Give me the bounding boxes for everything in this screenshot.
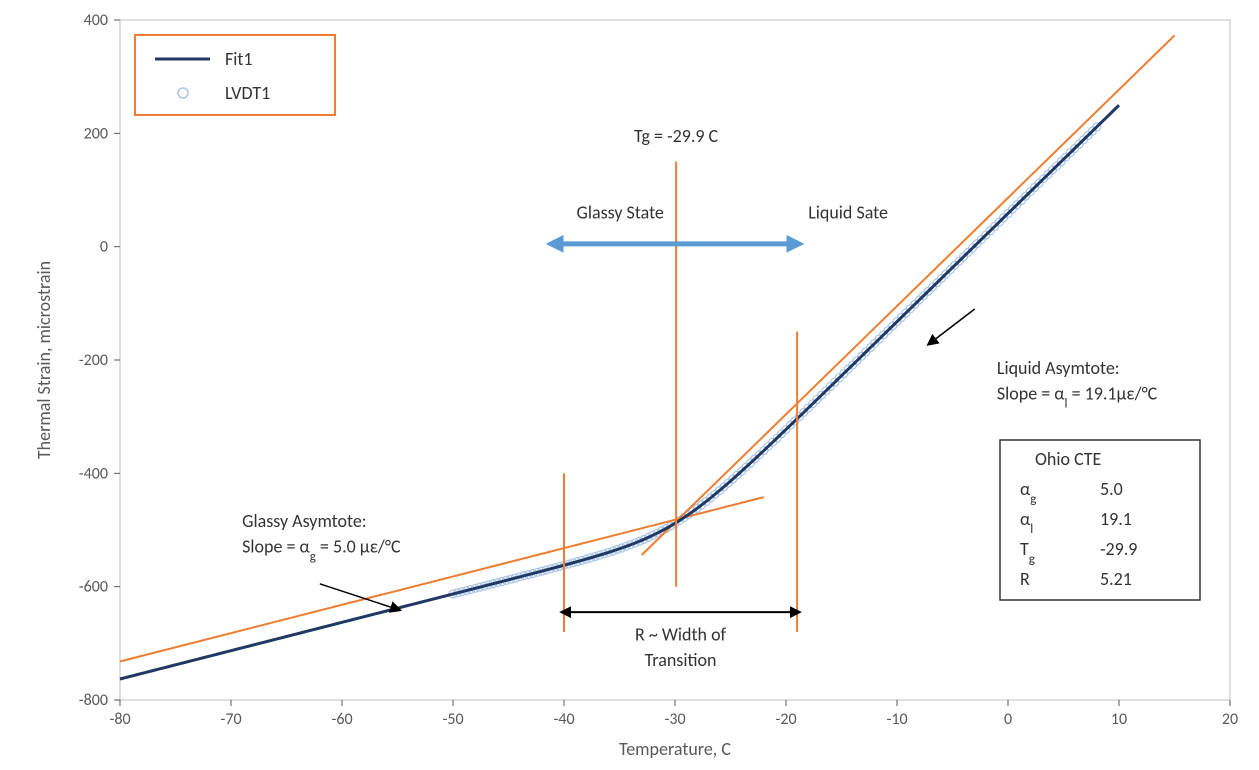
thermal-strain-chart: -80 -70 -60 -50 -40 -30 -20 -10 0 10 20 -800 -600 -40… xyxy=(0,0,1259,770)
liquid-state-label: Liquid Sate xyxy=(808,201,888,223)
x-axis-label: Temperature, C xyxy=(619,738,731,760)
legend-fit-label: Fit1 xyxy=(225,48,253,70)
glassy-state-label: Glassy State xyxy=(576,201,663,223)
y-tick-label: -800 xyxy=(79,691,108,710)
y-tick-label: -600 xyxy=(79,578,108,597)
x-tick-label: -20 xyxy=(775,710,796,729)
liquid-pointer-arrow xyxy=(930,309,974,343)
x-tick-label: 0 xyxy=(1004,710,1012,729)
tg-label: Tg = -29.9 C xyxy=(634,125,719,147)
liquid-asymptote-label-1: Liquid Asymtote: xyxy=(997,357,1120,379)
y-axis-label: Thermal Strain, microstrain xyxy=(33,261,55,459)
info-row-value-3: 5.21 xyxy=(1100,568,1132,590)
legend-lvdt-label: LVDT1 xyxy=(225,82,270,104)
x-tick-label: 20 xyxy=(1222,710,1238,729)
glassy-pointer-arrow xyxy=(320,584,398,610)
y-tick-label: 200 xyxy=(84,124,108,143)
x-tick-label: -30 xyxy=(664,710,685,729)
width-label-1: R ~ Width of xyxy=(635,624,727,646)
fit-line xyxy=(120,105,1119,679)
glassy-asymptote-label-1: Glassy Asymtote: xyxy=(242,510,367,532)
info-row-value-1: 19.1 xyxy=(1100,508,1132,530)
x-tick-label: -70 xyxy=(220,710,241,729)
liquid-asymptote-label-2: Slope = αl = 19.1µε/°C xyxy=(997,383,1158,412)
info-row-name-3: R xyxy=(1020,568,1030,590)
y-tick-label: -400 xyxy=(79,464,108,483)
info-box-title: Ohio CTE xyxy=(1035,448,1102,470)
glassy-asymptote-label-2: Slope = αg = 5.0 µε/°C xyxy=(242,536,401,565)
x-tick-label: -40 xyxy=(553,710,574,729)
y-tick-label: 0 xyxy=(100,238,108,257)
info-row-value-2: -29.9 xyxy=(1100,538,1137,560)
x-tick-label: -60 xyxy=(331,710,352,729)
y-tick-label: -200 xyxy=(79,351,108,370)
x-tick-label: -50 xyxy=(442,710,463,729)
x-tick-label: -80 xyxy=(109,710,130,729)
info-row-value-0: 5.0 xyxy=(1100,478,1123,500)
x-tick-label: 10 xyxy=(1111,710,1127,729)
width-label-2: Transition xyxy=(645,649,717,671)
y-tick-label: 400 xyxy=(84,11,108,30)
x-tick-label: -10 xyxy=(886,710,907,729)
